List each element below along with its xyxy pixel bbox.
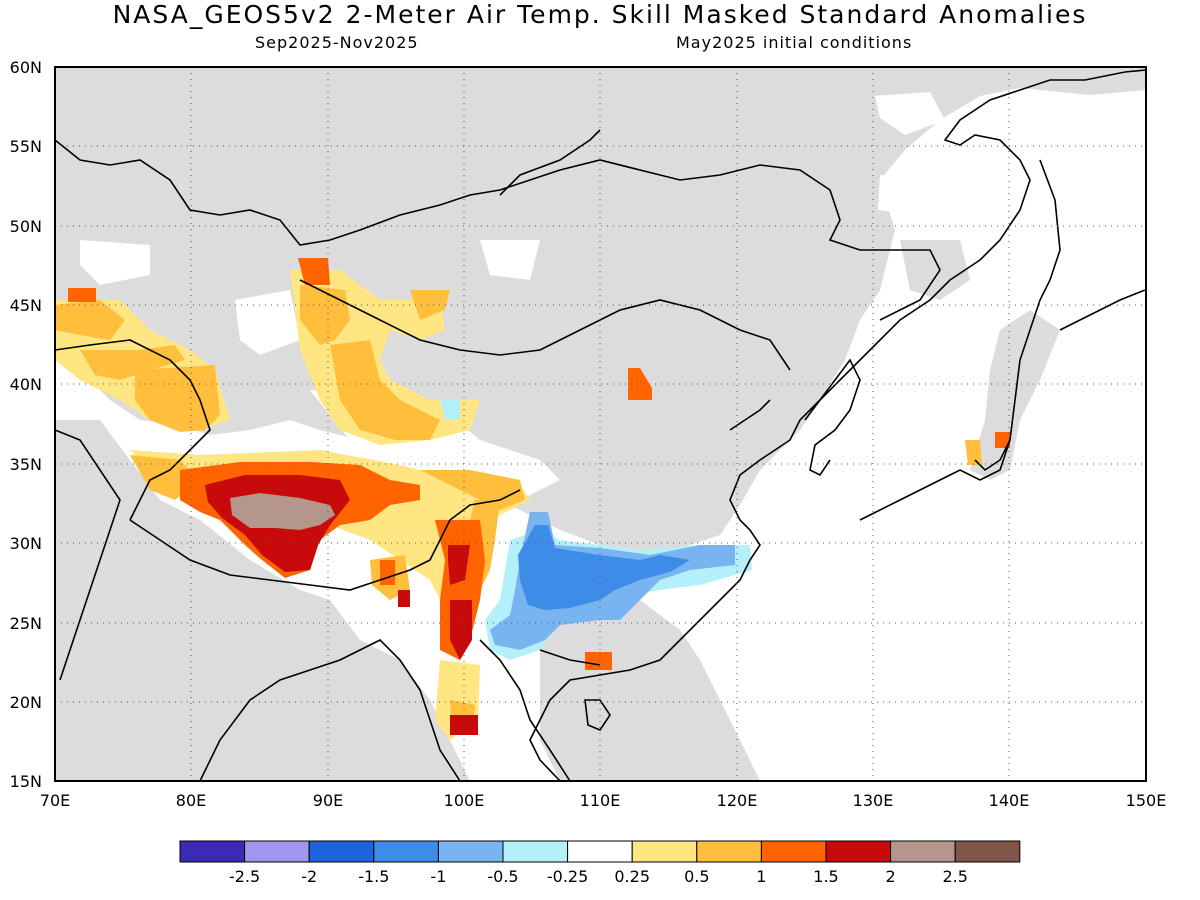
lat-label: 35N	[10, 455, 42, 474]
lat-axis-labels: 15N 20N 25N 30N 35N 40N 45N 50N 55N 60N	[10, 58, 42, 791]
legend-label: 1.5	[813, 867, 838, 886]
lat-label: 55N	[10, 137, 42, 156]
lon-label: 130E	[853, 791, 894, 810]
lon-label: 150E	[1126, 791, 1167, 810]
legend-swatch	[437, 840, 504, 863]
lat-label: 60N	[10, 58, 42, 77]
legend-label: 0.5	[684, 867, 709, 886]
graticule	[55, 67, 1146, 781]
initial-conditions: May2025 initial conditions	[676, 33, 913, 52]
lat-label: 30N	[10, 534, 42, 553]
forecast-period: Sep2025-Nov2025	[255, 33, 419, 52]
legend-swatch	[179, 840, 246, 863]
legend-label: -1	[430, 867, 446, 886]
anomaly-field	[55, 67, 1146, 781]
legend-swatch	[954, 840, 1021, 863]
legend-label: -1.5	[358, 867, 389, 886]
lon-label: 80E	[176, 791, 206, 810]
map-title: NASA_GEOS5v2 2-Meter Air Temp. Skill Mas…	[112, 0, 1088, 29]
legend-swatch	[890, 840, 956, 863]
legend-label: 2.5	[942, 867, 967, 886]
legend-label: -0.25	[547, 867, 588, 886]
lat-label: 25N	[10, 614, 42, 633]
lat-label: 45N	[10, 296, 42, 315]
lon-label: 90E	[313, 791, 343, 810]
legend-label: 2	[886, 867, 896, 886]
lon-label: 120E	[717, 791, 758, 810]
legend-swatch	[567, 840, 633, 863]
coastlines	[55, 69, 1146, 781]
warm-anomaly-25	[230, 493, 335, 530]
legend-swatch	[631, 840, 698, 863]
legend-swatch	[373, 840, 439, 863]
legend-swatch	[308, 840, 375, 863]
color-legend: -2.5 -2 -1.5 -1 -0.5 -0.25 0.25 0.5 1 1.…	[179, 840, 1021, 886]
legend-label: 0.25	[614, 867, 650, 886]
lon-label: 70E	[40, 791, 70, 810]
legend-label: -2.5	[229, 867, 260, 886]
lon-label: 140E	[989, 791, 1030, 810]
legend-swatch	[502, 840, 569, 863]
lat-label: 50N	[10, 217, 42, 236]
lat-label: 40N	[10, 375, 42, 394]
legend-label: -0.5	[487, 867, 518, 886]
legend-swatch	[825, 840, 892, 863]
legend-label: 1	[756, 867, 766, 886]
lon-label: 110E	[580, 791, 621, 810]
legend-label: -2	[301, 867, 317, 886]
legend-swatch	[244, 840, 310, 863]
legend-swatch	[760, 840, 827, 863]
lat-label: 15N	[10, 772, 42, 791]
lon-label: 100E	[444, 791, 485, 810]
legend-swatch	[696, 840, 762, 863]
lat-label: 20N	[10, 693, 42, 712]
map-frame	[54, 66, 1147, 782]
cool-anomaly-10	[518, 525, 690, 610]
lon-axis-labels: 70E 80E 90E 100E 110E 120E 130E 140E 150…	[40, 791, 1167, 810]
